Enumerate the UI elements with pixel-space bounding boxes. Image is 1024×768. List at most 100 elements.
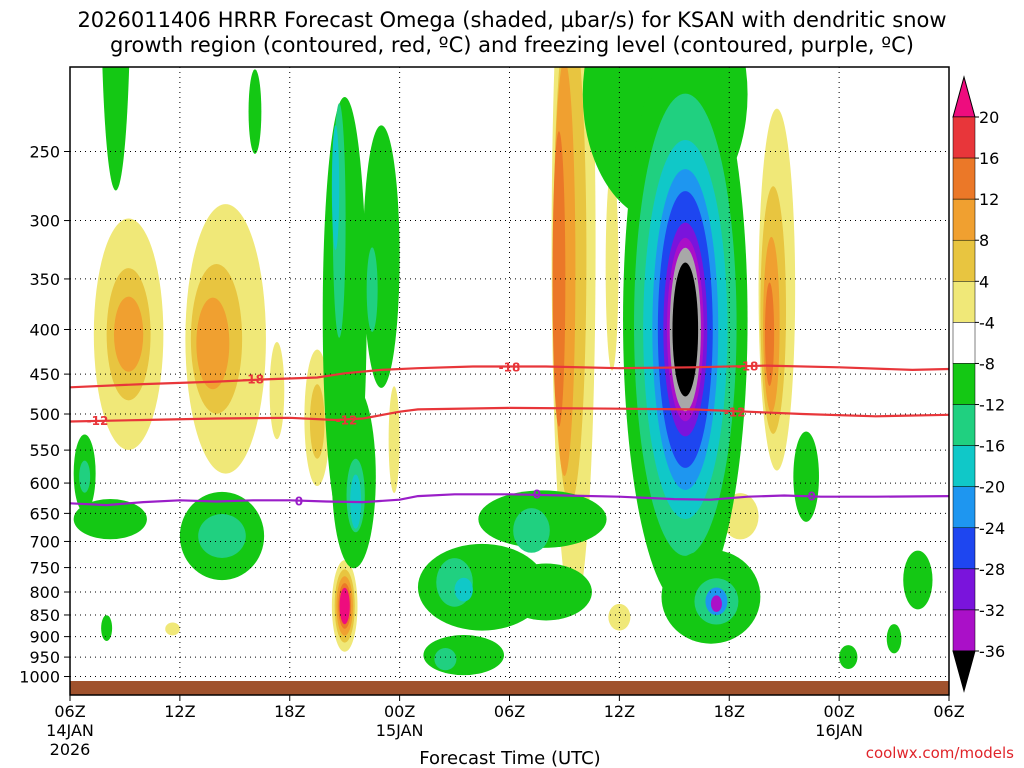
temperature-contours: -18 -18 -18 -12 -12 -12 0 0 0 [70,360,949,508]
omega-feature-68 [101,615,113,642]
x-tick-label-36: 18Z [714,702,745,721]
omega-feature-41 [363,125,400,388]
omega-feature-52 [79,460,91,493]
omega-feature-22 [165,622,180,636]
x-tick-year-0: 2026 [50,740,91,759]
contour-label-dgz-lower-2: -12 [724,406,746,420]
y-tick-label-1000: 1000 [19,668,60,687]
y-axis: 250 300 350 400 450 500 550 600 650 700 750 800 850 9… [19,143,70,687]
colorbar-segment-4 [952,281,976,323]
colorbar-label-1: 16 [979,149,999,168]
x-tick-label-18: 00Z [384,702,415,721]
colorbar-label-0: 20 [979,108,999,127]
y-tick-label-500: 500 [29,405,60,424]
omega-feature-49 [198,514,246,558]
omega-feature-64 [248,69,262,154]
colorbar-segment-11 [952,568,976,611]
watermark: coolwx.com/models [865,744,1014,762]
colorbar-label-6: -8 [979,354,995,373]
y-tick-label-850: 850 [29,606,60,625]
colorbar: 20 16 12 8 4 -4 -8 -12 -16 -20 -24 -28 -32 -36 [952,75,1005,693]
omega-feature-18 [764,282,775,386]
x-tick-label-0: 06Z [54,702,85,721]
omega-shading [73,67,933,676]
colorbar-label-3: 8 [979,231,989,250]
colorbar-label-13: -36 [979,642,1005,661]
colorbar-segment-8 [952,445,976,487]
y-tick-label-350: 350 [29,270,60,289]
y-tick-label-300: 300 [29,212,60,231]
colorbar-label-5: -4 [979,313,995,332]
chart-title: 2026011406 HRRR Forecast Omega (shaded, … [0,8,1024,58]
colorbar-segment-6 [952,363,976,405]
contour-label-dgz-upper-1: -18 [499,360,521,374]
x-tick-label-48: 06Z [933,702,964,721]
omega-feature-13 [552,131,566,427]
colorbar-label-2: 12 [979,190,999,209]
colorbar-label-4: 4 [979,272,989,291]
omega-feature-67 [839,645,858,670]
x-tick-date-18: 15JAN [376,721,424,740]
x-tick-date-42: 16JAN [815,721,863,740]
colorbar-label-10: -24 [979,519,1005,538]
omega-feature-6 [269,341,285,440]
y-tick-label-900: 900 [29,628,60,647]
omega-feature-27 [339,587,350,625]
contour-dgz-upper [70,364,949,389]
contour-label-freezing-level-0: 0 [295,494,303,508]
omega-feature-40 [331,125,340,251]
colorbar-label-7: -12 [979,396,1005,415]
x-tick-label-24: 06Z [494,702,525,721]
omega-feature-47 [513,508,550,553]
x-tick-label-12: 18Z [274,702,305,721]
contour-dgz-lower [70,406,949,423]
y-tick-label-400: 400 [29,321,60,340]
omega-feature-56 [500,563,592,621]
y-tick-label-800: 800 [29,583,60,602]
contour-label-freezing-level-1: 0 [533,488,541,502]
colorbar-segment-10 [952,527,976,570]
omega-feature-55 [454,577,473,602]
y-tick-label-650: 650 [29,504,60,523]
ground-bar [70,681,949,695]
omega-feature-42 [366,247,378,332]
omega-feature-65 [903,550,933,610]
x-tick-label-30: 12Z [604,702,635,721]
colorbar-label-8: -16 [979,437,1005,456]
contour-label-dgz-lower-1: -12 [336,413,358,427]
omega-feature-62 [434,647,457,671]
colorbar-cap-top [952,75,976,118]
omega-feature-69 [793,431,819,522]
colorbar-segment-3 [952,239,976,282]
y-tick-label-550: 550 [29,441,60,460]
y-tick-label-950: 950 [29,648,60,667]
colorbar-label-9: -20 [979,478,1005,497]
chart-title-line2: growth region (contoured, red, ºC) and f… [110,33,914,57]
omega-feature-5 [196,297,230,390]
contour-freezing-level [70,493,949,507]
omega-feature-60 [710,595,722,612]
omega-feature-2 [113,296,144,372]
colorbar-label-12: -32 [979,601,1005,620]
colorbar-segment-7 [952,404,976,446]
x-tick-label-6: 12Z [164,702,195,721]
x-axis-label: Forecast Time (UTC) [419,748,600,768]
y-tick-label-600: 600 [29,474,60,493]
x-tick-label-42: 00Z [823,702,854,721]
colorbar-segment-1 [952,157,976,200]
omega-feature-63 [102,67,130,191]
omega-feature-14 [605,165,619,371]
y-tick-label-700: 700 [29,532,60,551]
colorbar-segment-0 [952,116,976,159]
colorbar-segment-5 [952,322,976,364]
colorbar-segment-12 [952,609,976,652]
omega-feature-9 [388,386,400,494]
y-tick-label-750: 750 [29,559,60,578]
y-tick-label-250: 250 [29,143,60,162]
omega-feature-8 [309,384,325,459]
colorbar-segment-9 [952,486,976,529]
colorbar-cap-bottom [952,650,976,693]
x-tick-date-0: 14JAN [46,721,94,740]
colorbar-label-11: -28 [979,560,1005,579]
